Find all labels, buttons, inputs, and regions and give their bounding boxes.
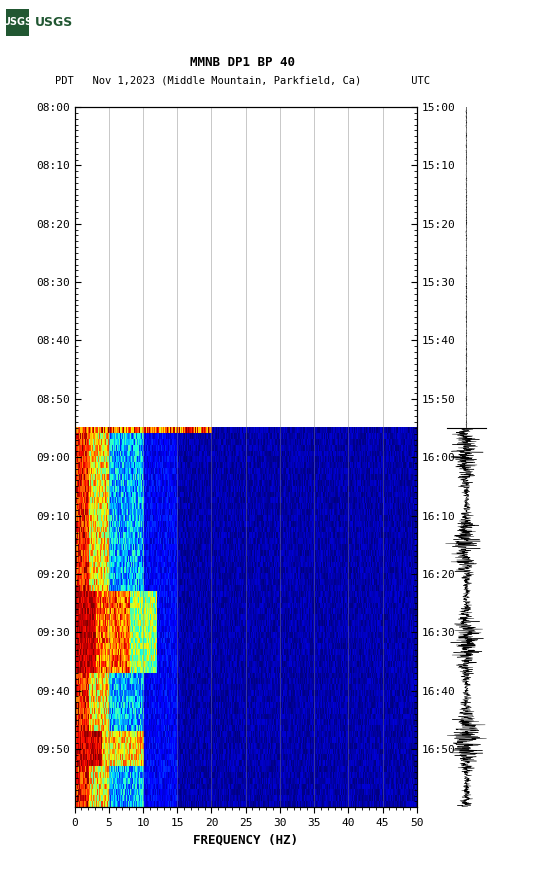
Text: MMNB DP1 BP 40: MMNB DP1 BP 40 [190,56,295,69]
Text: PDT   Nov 1,2023 (Middle Mountain, Parkfield, Ca)        UTC: PDT Nov 1,2023 (Middle Mountain, Parkfie… [55,75,431,86]
X-axis label: FREQUENCY (HZ): FREQUENCY (HZ) [193,833,298,847]
Text: USGS: USGS [35,16,73,29]
Text: USGS: USGS [2,17,32,28]
FancyBboxPatch shape [6,9,29,36]
